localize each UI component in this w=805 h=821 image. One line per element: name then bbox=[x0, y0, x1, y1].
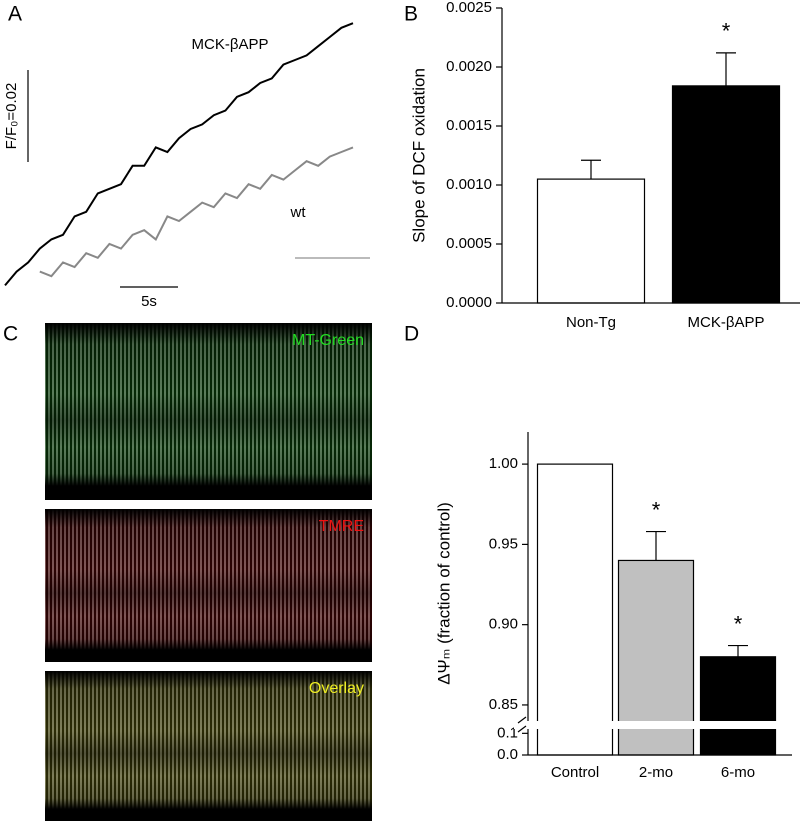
y-tick-label: 0.85 bbox=[489, 696, 518, 713]
x-tick-label: Non-Tg bbox=[566, 314, 616, 331]
y-tick-label: 0.0 bbox=[497, 746, 518, 763]
error-bar bbox=[716, 52, 736, 86]
y-tick-label: 0.90 bbox=[489, 616, 518, 633]
trace bbox=[4, 22, 354, 287]
error-bar bbox=[581, 159, 601, 180]
axis-break bbox=[514, 721, 792, 729]
y-tick-label: 0.95 bbox=[489, 535, 518, 552]
panel-label: D bbox=[404, 323, 419, 346]
micrograph-shade bbox=[45, 671, 372, 821]
y-axis-label: ΔΨₘ (fraction of control) bbox=[434, 502, 453, 685]
image-label: MT-Green bbox=[292, 332, 364, 349]
trace bbox=[39, 146, 354, 278]
bar bbox=[536, 463, 614, 756]
y-tick-label: 0.0005 bbox=[446, 235, 492, 252]
series-label: MCK-βAPP bbox=[192, 36, 269, 53]
micrograph-shade bbox=[45, 323, 372, 500]
break-mark bbox=[517, 716, 527, 733]
panel-label: C bbox=[3, 323, 18, 346]
bar bbox=[671, 85, 781, 304]
significance: * bbox=[722, 19, 731, 44]
y-tick-label: 0.0020 bbox=[446, 58, 492, 75]
y-tick-label: 0.0025 bbox=[446, 0, 492, 16]
y-tick-label: 0.0000 bbox=[446, 294, 492, 311]
x-tick-label: 6-mo bbox=[721, 764, 755, 781]
series-label: wt bbox=[290, 204, 307, 221]
error-bar bbox=[646, 530, 666, 561]
y-tick-label: 0.0015 bbox=[446, 117, 492, 134]
x-tick-label: Control bbox=[551, 764, 599, 781]
significance: * bbox=[734, 611, 743, 636]
image-label: Overlay bbox=[309, 680, 364, 697]
y-tick-label: 1.00 bbox=[489, 455, 518, 472]
x-tick-label: 2-mo bbox=[639, 764, 673, 781]
y-tick-label: 0.1 bbox=[497, 724, 518, 741]
significance: * bbox=[652, 497, 661, 522]
bar bbox=[536, 178, 646, 304]
panel-label: B bbox=[404, 3, 418, 26]
scale-label: F/F₀=0.02 bbox=[3, 83, 20, 150]
x-tick-label: MCK-βAPP bbox=[688, 314, 765, 331]
y-tick-label: 0.0010 bbox=[446, 176, 492, 193]
panel-label: A bbox=[8, 3, 22, 26]
error-bar bbox=[728, 644, 748, 657]
scale-label: 5s bbox=[141, 293, 157, 310]
image-label: TMRE bbox=[319, 518, 364, 535]
micrograph-shade bbox=[45, 509, 372, 662]
y-axis-label: Slope of DCF oxidation bbox=[409, 68, 428, 243]
bar bbox=[699, 656, 777, 756]
